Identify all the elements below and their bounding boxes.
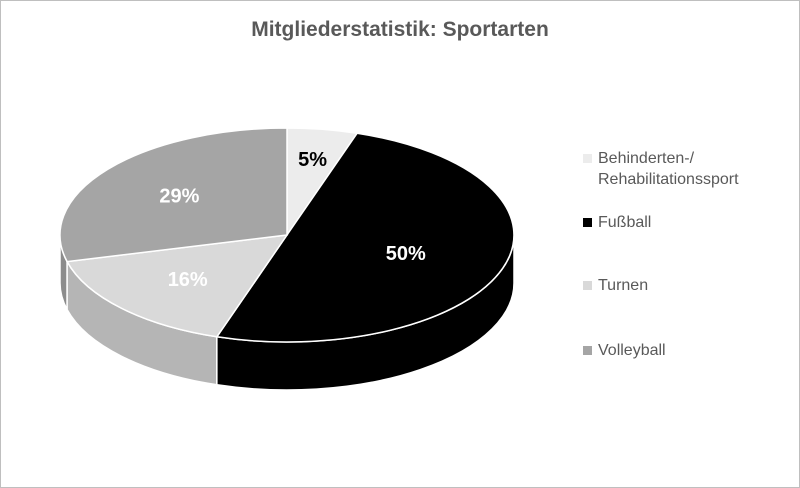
pie-slice-fussball: [215, 132, 515, 343]
legend-label: Turnen: [598, 277, 649, 294]
legend-label: Volleyball: [598, 342, 666, 359]
pie-slice-turnen: [65, 234, 289, 338]
data-label-volleyball: 29%: [159, 186, 199, 208]
legend-item-volleyball: Volleyball: [583, 340, 666, 361]
legend-item-fussball: Fußball: [583, 212, 651, 233]
data-label-turnen: 16%: [168, 269, 208, 291]
legend-label: Fußball: [598, 214, 652, 231]
pie-slice-volleyball: [59, 127, 288, 263]
legend-swatch: [583, 281, 592, 290]
chart-title: Mitgliederstatistik: Sportarten: [251, 18, 549, 41]
legend-label: Rehabilitationssport: [598, 171, 739, 188]
legend-item-turnen: Turnen: [583, 275, 648, 296]
legend-swatch: [583, 346, 592, 355]
data-label-fussball: 50%: [386, 243, 426, 265]
legend-swatch: [583, 218, 592, 227]
legend-label: Behinderten-/: [598, 150, 695, 167]
data-label-behinderten-rehabilitationssport: 5%: [298, 149, 327, 171]
legend-item-behinderten-rehabilitationssport: Behinderten-/ Rehabilitationssport: [583, 148, 739, 190]
legend-swatch: [583, 154, 592, 163]
